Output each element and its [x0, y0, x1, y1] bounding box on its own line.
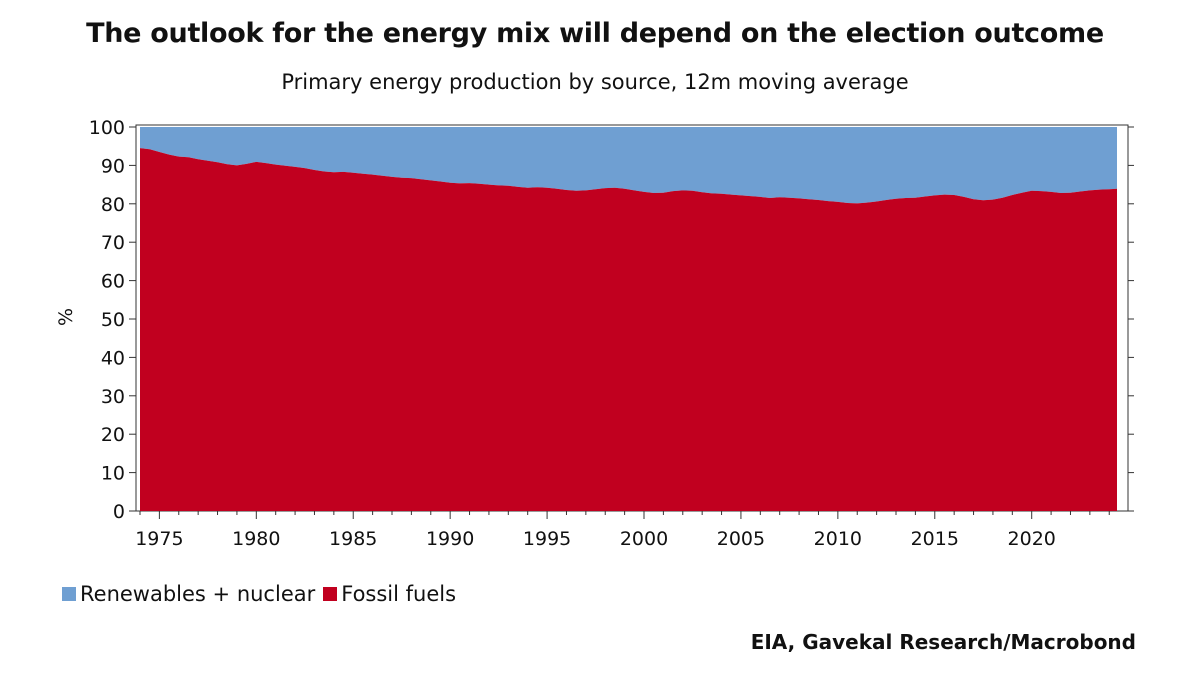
y-tick-label: 0 — [113, 501, 125, 523]
x-tick-label: 1990 — [426, 528, 474, 550]
x-tick-label: 2015 — [911, 528, 959, 550]
y-tick-label: 90 — [101, 155, 125, 177]
y-tick-label: 80 — [101, 194, 125, 216]
y-tick-label: 100 — [89, 117, 125, 139]
legend: Renewables + nuclear Fossil fuels — [62, 582, 464, 606]
renewables-area — [140, 127, 1117, 204]
x-tick-label: 1985 — [329, 528, 377, 550]
x-tick-label: 2000 — [620, 528, 668, 550]
fossil-area — [140, 148, 1117, 511]
x-tick-label: 1975 — [135, 528, 183, 550]
y-axis-label: % — [55, 308, 77, 326]
legend-item-renewables: Renewables + nuclear — [62, 582, 315, 606]
legend-label-fossil: Fossil fuels — [341, 582, 457, 606]
x-tick-label: 1980 — [232, 528, 280, 550]
axes: 0 10 20 30 40 50 60 70 80 90 100 1975 1980 1985 1990 19… — [89, 117, 1134, 550]
legend-item-fossil: Fossil fuels — [323, 582, 456, 606]
y-tick-label: 60 — [101, 271, 125, 293]
y-tick-label: 20 — [101, 424, 125, 446]
chart-title: The outlook for the energy mix will depe… — [86, 18, 1104, 49]
x-tick-label: 2010 — [814, 528, 862, 550]
y-tick-label: 50 — [101, 309, 125, 331]
x-tick-label: 2005 — [717, 528, 765, 550]
chart-subtitle: Primary energy production by source, 12m… — [281, 70, 909, 94]
legend-swatch-fossil — [323, 587, 338, 601]
y-tick-label: 40 — [101, 347, 125, 369]
source-note: EIA, Gavekal Research/Macrobond — [750, 630, 1136, 654]
x-tick-label: 1995 — [523, 528, 571, 550]
y-tick-label: 10 — [101, 463, 125, 485]
y-tick-label: 30 — [101, 386, 125, 408]
y-tick-label: 70 — [101, 232, 125, 254]
legend-swatch-renewables — [62, 587, 76, 601]
legend-label-renewables: Renewables + nuclear — [80, 582, 316, 606]
x-tick-label: 2020 — [1008, 528, 1056, 550]
